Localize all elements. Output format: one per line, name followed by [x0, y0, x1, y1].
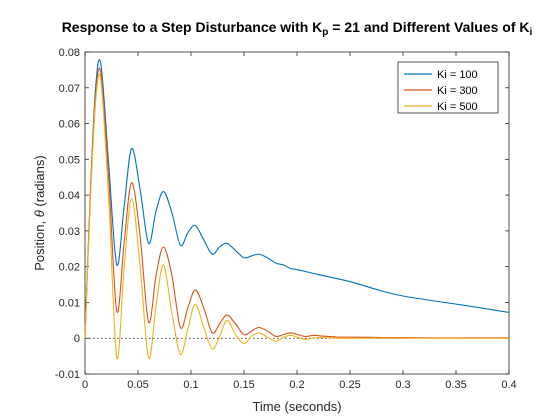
y-axis-label: Position, θ (radians)	[32, 155, 47, 270]
chart-title-sub-i: i	[530, 27, 533, 38]
x-tick-label: 0.3	[395, 379, 410, 391]
chart-title-prefix: Response to a Step Disturbance with K	[62, 19, 323, 35]
legend: Ki = 100 Ki = 300 Ki = 500	[397, 61, 499, 114]
x-tick-label: 0.2	[289, 379, 304, 391]
series-line-2	[84, 67, 509, 339]
legend-label-2: Ki = 300	[437, 85, 478, 97]
y-tick-label: 0.08	[59, 47, 80, 59]
x-tick-label: 0.05	[127, 379, 148, 391]
series-line-1	[84, 59, 510, 339]
y-axis-label-suffix: (radians)	[32, 155, 47, 210]
y-tick-label: 0	[74, 333, 80, 345]
legend-label-3: Ki = 500	[437, 101, 478, 113]
y-tick-label: 0.07	[59, 83, 80, 95]
series-lines	[84, 59, 510, 360]
y-tick-label: 0.06	[59, 119, 80, 131]
x-axis-ticks: 0 0.05 0.1 0.15 0.2 0.25 0.3 0.35 0.4	[82, 52, 517, 391]
chart-title: Response to a Step Disturbance with Kp =…	[62, 19, 533, 38]
y-tick-label: -0.01	[55, 369, 80, 381]
x-tick-label: 0.25	[339, 379, 360, 391]
y-axis-label-prefix: Position,	[32, 217, 47, 270]
y-axis-label-symbol: θ	[32, 210, 47, 217]
x-tick-label: 0	[82, 379, 88, 391]
y-tick-label: 0.03	[59, 226, 80, 238]
y-tick-label: 0.05	[59, 154, 80, 166]
y-tick-label: 0.02	[59, 262, 80, 274]
x-tick-label: 0.35	[445, 379, 466, 391]
y-tick-label: 0.04	[59, 190, 80, 202]
legend-box	[397, 61, 499, 114]
y-tick-label: 0.01	[59, 297, 80, 309]
x-tick-label: 0.4	[501, 379, 516, 391]
x-tick-label: 0.15	[233, 379, 254, 391]
chart-title-middle: = 21 and Different Values of K	[328, 19, 529, 35]
legend-label-1: Ki = 100	[437, 69, 478, 81]
x-tick-label: 0.1	[183, 379, 198, 391]
y-axis-ticks: -0.01 0 0.01 0.02 0.03 0.04 0.05 0.06 0.07 0.08	[55, 47, 509, 381]
series-line-3	[84, 73, 509, 360]
x-axis-label: Time (seconds)	[252, 399, 341, 414]
chart-title-sub-p: p	[322, 27, 328, 38]
